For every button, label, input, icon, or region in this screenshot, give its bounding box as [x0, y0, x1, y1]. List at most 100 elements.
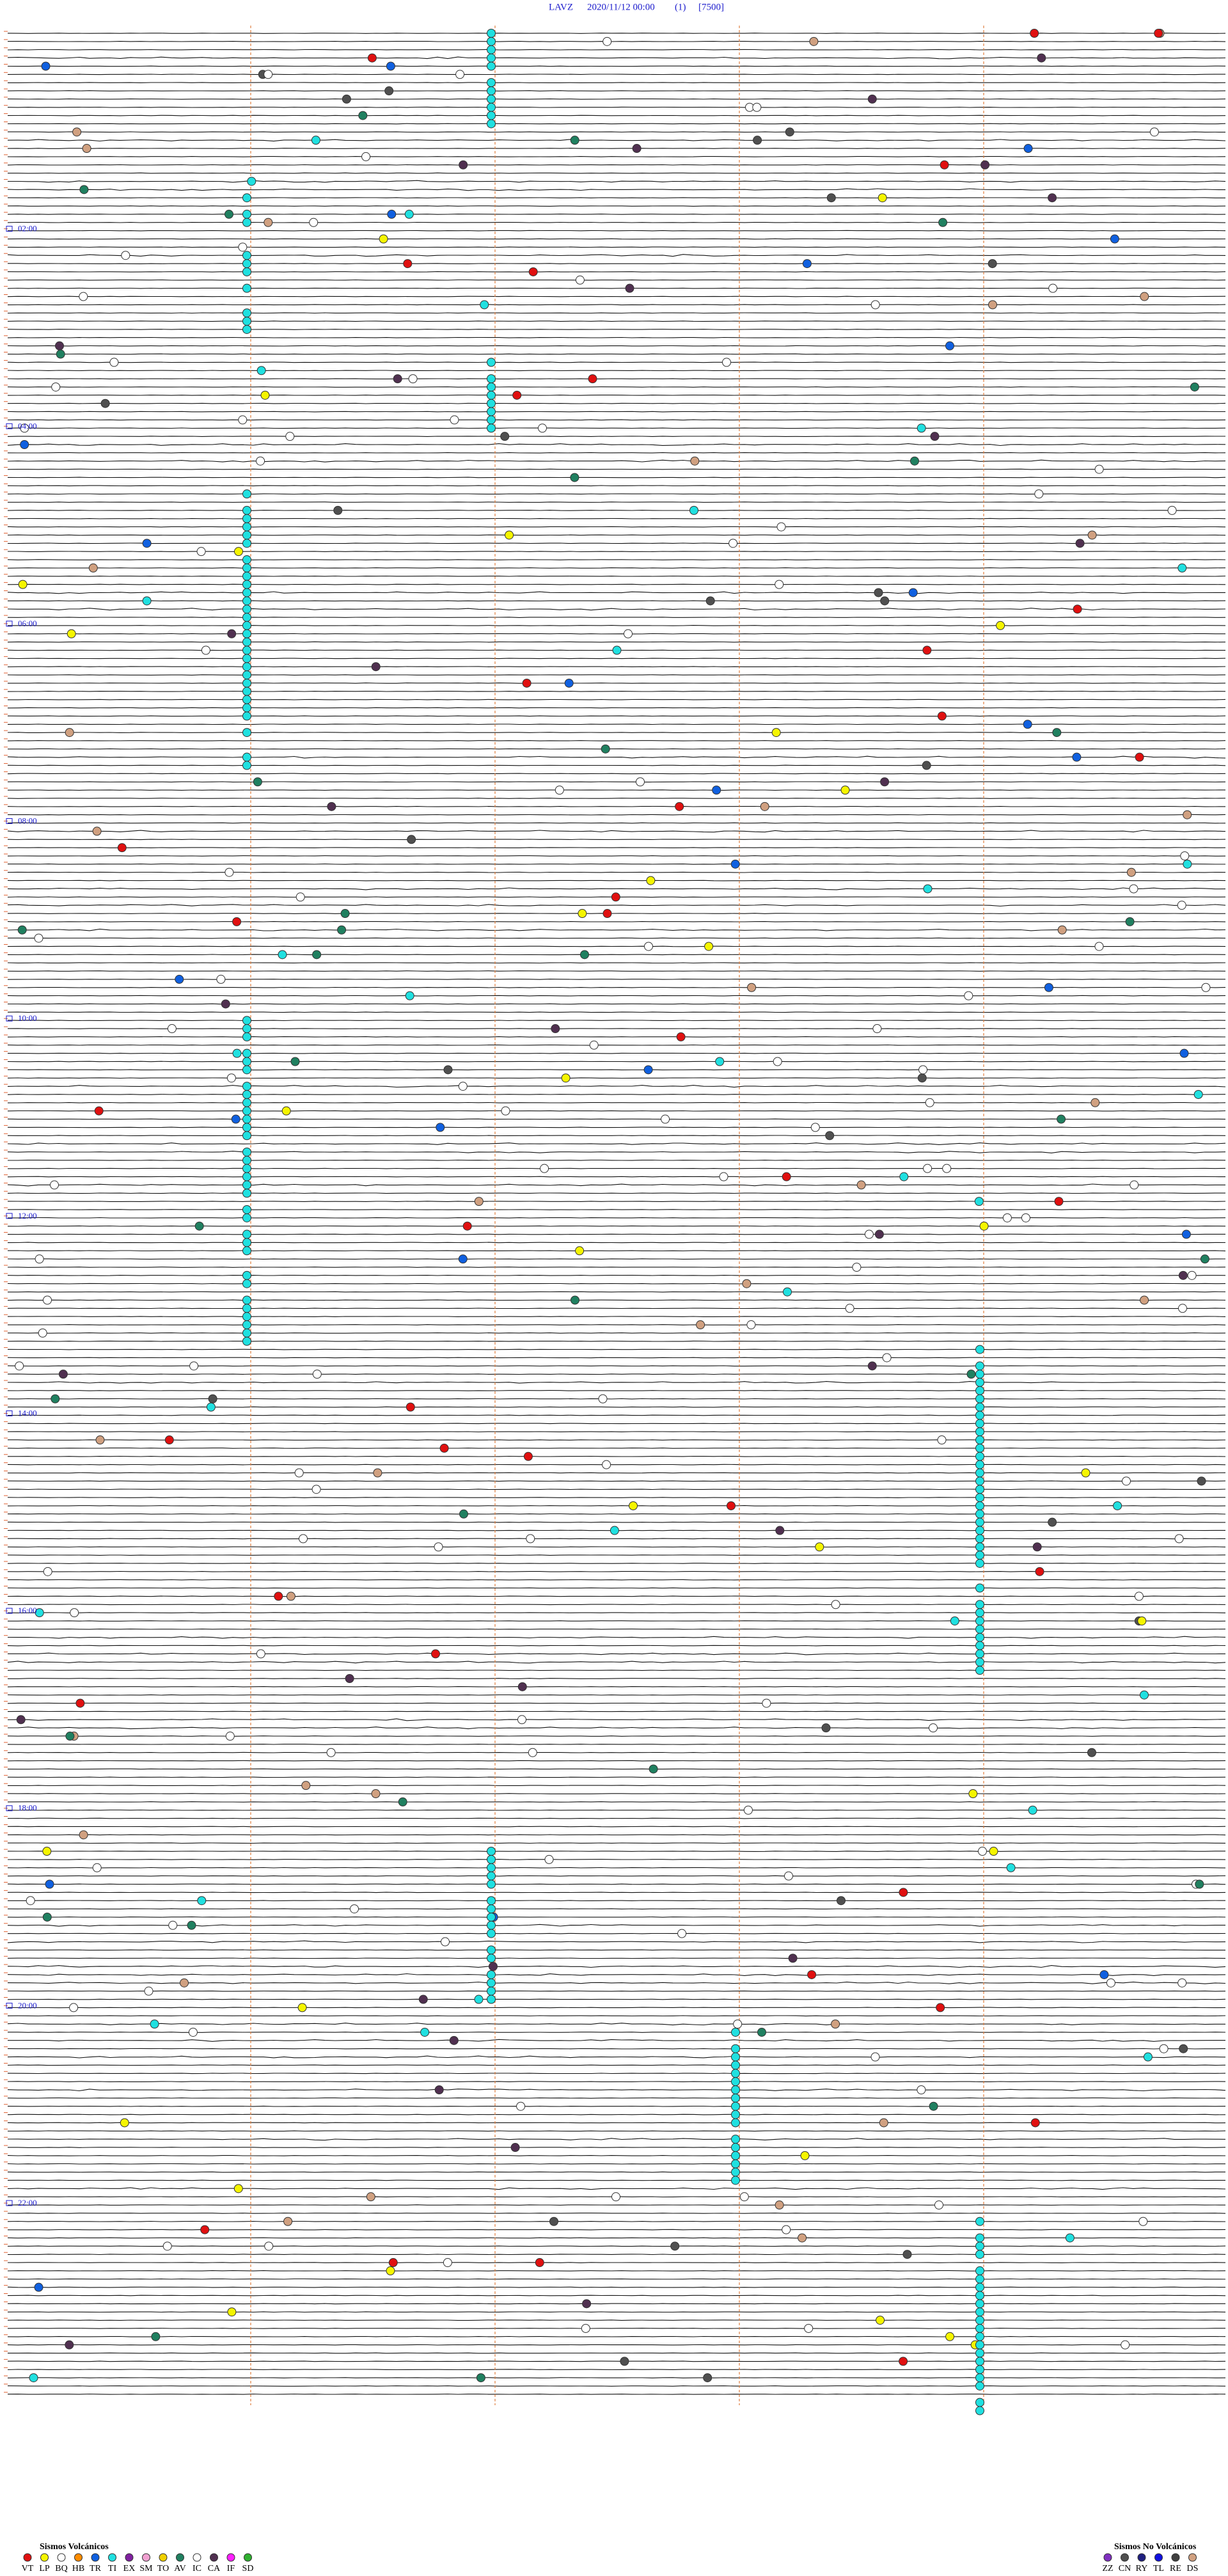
event-marker [242, 563, 251, 573]
trace [7, 2163, 1225, 2165]
event-marker [434, 2085, 444, 2094]
event-marker [743, 1805, 753, 1815]
trace [7, 205, 1226, 207]
event-marker [1054, 1197, 1064, 1206]
event-marker [902, 2250, 912, 2259]
event-marker [879, 2118, 888, 2128]
trace [7, 1776, 1226, 1778]
event-marker [242, 620, 251, 630]
trace [7, 1892, 1226, 1893]
event-marker [918, 1065, 928, 1075]
trace [7, 979, 1225, 980]
event-marker [487, 1871, 496, 1881]
event-marker [58, 1370, 68, 1379]
legend-code: TO [157, 2564, 169, 2573]
event-marker [361, 152, 371, 161]
event-marker [646, 876, 656, 885]
trace [7, 995, 1226, 997]
event-marker [20, 440, 29, 449]
event-marker [309, 217, 319, 227]
trace [7, 1645, 1226, 1647]
event-marker [757, 2027, 766, 2037]
legend-swatch [1154, 2553, 1163, 2562]
event-marker [1197, 1476, 1206, 1486]
event-marker [785, 127, 794, 137]
event-marker [92, 826, 102, 836]
event-marker [487, 86, 496, 96]
event-marker [232, 917, 242, 926]
event-marker [601, 744, 610, 754]
event-marker [988, 259, 997, 269]
event-marker [227, 629, 237, 638]
legend-code: CN [1119, 2564, 1131, 2573]
event-marker [434, 1542, 443, 1552]
event-marker [17, 925, 27, 935]
trace [7, 2138, 1226, 2141]
trace [8, 683, 1226, 684]
event-marker [649, 1764, 658, 1774]
trace [7, 1489, 1226, 1490]
trace [7, 2319, 1226, 2321]
trace [8, 1332, 1226, 1334]
event-marker [809, 36, 819, 46]
trace [7, 99, 1226, 100]
event-marker [1187, 1270, 1197, 1280]
legend-swatch [23, 2553, 32, 2562]
trace [7, 723, 1226, 725]
event-marker [731, 2110, 740, 2119]
trace [8, 1217, 1226, 1219]
event-marker [1094, 942, 1104, 951]
event-marker [975, 1345, 984, 1354]
event-marker [487, 1847, 496, 1856]
event-marker [807, 1970, 817, 1979]
trace [7, 798, 1226, 799]
trace [7, 1357, 1226, 1359]
legend-title: Sismos No Volcánicos [1114, 2542, 1197, 2552]
event-marker [1034, 489, 1044, 499]
event-marker [55, 341, 64, 351]
trace [7, 1973, 1226, 1976]
event-marker [487, 358, 496, 367]
trace [7, 1718, 1226, 1721]
trace [7, 2048, 1226, 2050]
event-marker [487, 1904, 496, 1914]
trace [7, 2393, 1226, 2395]
event-marker [874, 588, 883, 597]
trace [7, 1595, 1226, 1597]
trace [7, 1554, 1226, 1556]
event-marker [528, 267, 538, 276]
event-marker [358, 111, 368, 120]
event-marker [311, 136, 320, 145]
event-marker [570, 473, 579, 482]
trace [8, 1652, 1226, 1655]
event-marker [1023, 720, 1032, 729]
event-marker [327, 802, 336, 811]
trace [7, 1094, 1226, 1095]
trace [7, 1011, 1226, 1013]
trace [7, 320, 1225, 322]
event-marker [200, 2225, 210, 2234]
event-marker [29, 2373, 38, 2383]
event-marker [242, 522, 251, 532]
event-marker [242, 1172, 251, 1181]
trace [7, 279, 1226, 281]
trace [7, 1308, 1226, 1309]
traces [4, 31, 1226, 2395]
event-marker [775, 580, 784, 589]
event-marker [1140, 1295, 1149, 1305]
event-marker [56, 349, 65, 359]
event-marker [771, 728, 781, 738]
legend-code: TI [108, 2564, 117, 2573]
event-marker [582, 2299, 592, 2309]
event-marker [458, 1082, 468, 1091]
event-marker [443, 1065, 453, 1075]
event-marker [975, 2299, 984, 2309]
event-marker [825, 1131, 835, 1141]
event-marker [975, 2241, 984, 2251]
hour-label: 04:00 [18, 421, 37, 431]
event-marker [690, 456, 700, 466]
event-marker [34, 2282, 43, 2292]
event-marker [821, 1723, 831, 1733]
event-marker [975, 2274, 984, 2284]
trace [7, 370, 1226, 372]
